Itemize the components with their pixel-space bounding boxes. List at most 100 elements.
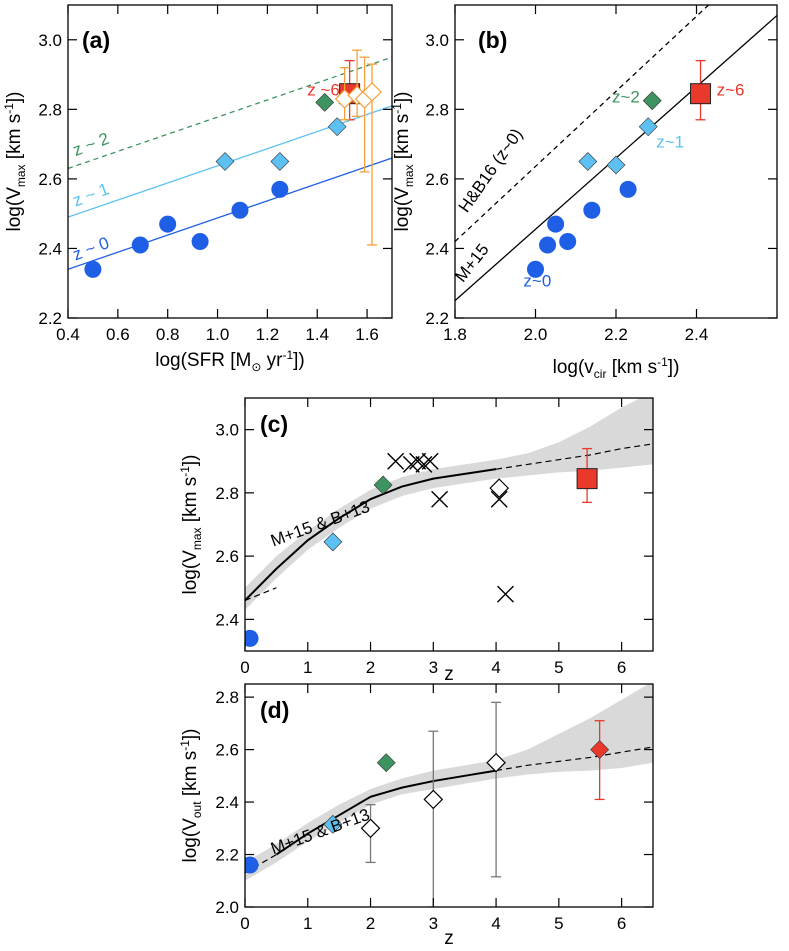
point-z-0 bbox=[539, 236, 557, 254]
y-tick-label: 3.0 bbox=[425, 31, 449, 50]
point-z-6 bbox=[590, 740, 610, 760]
fit-line-z-2-fit bbox=[68, 56, 392, 170]
axis-label-xlabel-sub: cir bbox=[594, 367, 607, 381]
panel-label: (a) bbox=[82, 27, 110, 53]
axes-frame bbox=[67, 4, 393, 319]
x-tick-label: 1 bbox=[303, 914, 312, 933]
x-tick-label: 0.8 bbox=[156, 325, 180, 344]
y-tick-label: 2.0 bbox=[215, 898, 239, 917]
x-tick-label: 0.6 bbox=[106, 325, 130, 344]
x-tick-label: 1.0 bbox=[206, 325, 230, 344]
axis-label-xlabel-sym: ⊙ bbox=[251, 360, 261, 374]
y-tick-label: 2.4 bbox=[215, 610, 239, 629]
point-literature bbox=[409, 452, 427, 470]
annotation-label: z~0 bbox=[523, 272, 551, 291]
annotation-label: z~6 bbox=[717, 80, 745, 99]
point-z-1 bbox=[270, 152, 290, 171]
point-z-0 bbox=[245, 629, 259, 647]
panel-label: (b) bbox=[478, 27, 507, 53]
plot-area bbox=[245, 684, 653, 907]
x-tick-label: 6 bbox=[617, 658, 626, 677]
point-literature bbox=[360, 818, 381, 839]
point-z-1 bbox=[323, 532, 343, 552]
annotation-label: z~1 bbox=[656, 133, 684, 152]
axis-label-xlabel-tail: ]) bbox=[293, 350, 305, 371]
x-axis-label: log(SFR [M⊙ yr-1]) bbox=[155, 348, 305, 374]
axis-label-xlabel-main: log(SFR [M bbox=[155, 350, 251, 371]
plot-area bbox=[245, 398, 653, 647]
y-tick-label: 2.2 bbox=[425, 309, 449, 328]
point-z-2 bbox=[376, 753, 396, 773]
model-label: M+15 & B+13 bbox=[268, 805, 372, 858]
axis-label-xlabel-end: yr bbox=[261, 350, 283, 371]
x-tick-label: 0 bbox=[240, 914, 249, 933]
model-dashed-low bbox=[245, 854, 277, 874]
x-tick-label: 0 bbox=[240, 658, 249, 677]
point-literature-open bbox=[489, 478, 510, 498]
x-tick-label: 3 bbox=[429, 658, 438, 677]
axis-label-ylabel-main: log(V bbox=[180, 550, 201, 595]
annotation-label: z ~ 1 bbox=[70, 179, 112, 210]
axis-label-ylabel-tail: ]) bbox=[392, 92, 413, 104]
point-z-0 bbox=[583, 201, 601, 219]
y-tick-label: 2.6 bbox=[38, 170, 62, 189]
point-z-0 bbox=[84, 260, 102, 278]
panel-label: (d) bbox=[260, 697, 289, 723]
x-tick-label: 2 bbox=[366, 658, 375, 677]
y-tick-label: 2.4 bbox=[425, 239, 449, 258]
y-tick-label: 2.2 bbox=[215, 846, 239, 865]
axis-label-xlabel-tail: ]) bbox=[668, 357, 680, 378]
y-tick-label: 2.8 bbox=[215, 484, 239, 503]
x-tick-label: 5 bbox=[554, 914, 563, 933]
axis-label-ylabel-sub: max bbox=[14, 164, 28, 187]
point-literature bbox=[431, 490, 449, 508]
model-label: M+15 & B+13 bbox=[268, 497, 372, 550]
model-dashed-high bbox=[495, 443, 653, 470]
axis-label-ylabel-mid: [km s bbox=[392, 114, 413, 165]
x-tick-label: 1.2 bbox=[256, 325, 280, 344]
axis-label-ylabel-sup: -1 bbox=[178, 740, 192, 751]
x-axis-label: z bbox=[444, 664, 454, 685]
point-z-0 bbox=[131, 236, 149, 254]
annotation-label: H&B16 (z~0) bbox=[455, 125, 527, 216]
panel-label: (c) bbox=[260, 411, 288, 437]
x-axis-label: z bbox=[444, 928, 454, 949]
point-z-2 bbox=[642, 91, 662, 111]
axis-label-ylabel-sup: -1 bbox=[178, 466, 192, 477]
y-tick-label: 2.6 bbox=[215, 741, 239, 760]
x-axis-label: log(vcir [km s-1]) bbox=[553, 355, 680, 381]
model-band bbox=[245, 398, 653, 610]
y-tick-label: 2.6 bbox=[215, 547, 239, 566]
axis-label-xlabel-main: z bbox=[444, 664, 454, 685]
y-tick-label: 2.8 bbox=[38, 100, 62, 119]
axis-label-ylabel-main: log(V bbox=[392, 187, 413, 232]
axis-label-ylabel-mid: [km s bbox=[180, 477, 201, 528]
x-tick-label: 1.8 bbox=[443, 325, 467, 344]
point-literature bbox=[490, 490, 508, 508]
point-z-6-individual bbox=[362, 82, 382, 102]
axis-label-ylabel-tail: ]) bbox=[180, 729, 201, 741]
point-literature bbox=[415, 455, 433, 473]
axis-label-ylabel-main: log(V bbox=[4, 187, 25, 232]
point-z-2 bbox=[315, 92, 335, 112]
axis-label-ylabel-main: log(V bbox=[180, 818, 201, 863]
annotation-label: M+15 bbox=[451, 240, 492, 286]
fit-line-h-b16-z-0- bbox=[455, 5, 710, 242]
y-tick-label: 2.6 bbox=[425, 170, 449, 189]
panel-a: 0.4 0.6 0.8 1.0 1.2 1.4 1.6 2.2 2.4 2.6 2.8 3.0 (a) l… bbox=[2, 4, 393, 374]
axis-label-ylabel-mid: [km s bbox=[180, 751, 201, 802]
plot-area bbox=[455, 5, 777, 302]
x-tick-label: 1.4 bbox=[305, 325, 329, 344]
axis-label-xlabel-sup: -1 bbox=[282, 348, 293, 362]
y-tick-label: 2.8 bbox=[425, 100, 449, 119]
x-tick-label: 0.4 bbox=[56, 325, 80, 344]
plot-area bbox=[68, 49, 392, 278]
axis-label-ylabel-sup: -1 bbox=[390, 103, 404, 114]
model-dashed-high bbox=[495, 746, 653, 772]
model-dashed-low bbox=[245, 587, 277, 601]
y-axis-label: log(Vmax [km s-1]) bbox=[178, 455, 204, 595]
point-z-0 bbox=[159, 215, 177, 233]
panel-c: 0 1 2 3 4 5 6 2.4 2.6 2.8 3.0 (c) z log(Vmax [km s-1]… bbox=[178, 397, 654, 685]
axis-label-ylabel-sup: -1 bbox=[2, 103, 16, 114]
